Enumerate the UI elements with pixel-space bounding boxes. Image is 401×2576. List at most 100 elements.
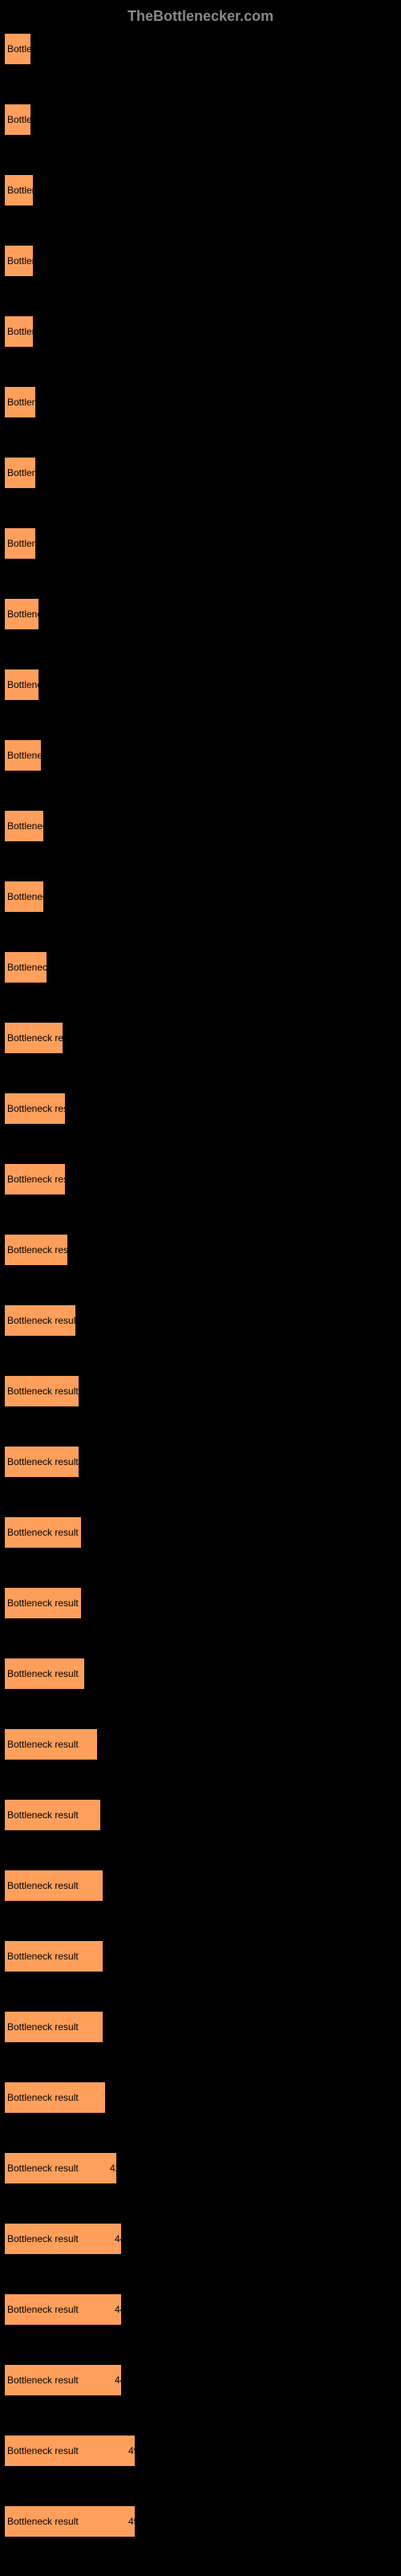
bar-row: Bottleneck result <box>4 1022 397 1054</box>
bar-label: Bottleneck result <box>5 1103 66 1114</box>
bar-label: Bottleneck result <box>5 2092 79 2103</box>
bar-row: Bottleneck result <box>4 951 397 983</box>
bar-row: Bottleneck result <box>4 386 397 418</box>
bar-label: Bottleneck result <box>5 1809 79 1821</box>
bar-label: Bottleneck result <box>5 1315 76 1326</box>
bar-label: Bottleneck result <box>5 185 34 196</box>
bar: Bottleneck result <box>4 457 36 489</box>
bar: Bottleneck result <box>4 2364 122 2396</box>
bar-row: Bottleneck result <box>4 104 397 136</box>
bar-label: Bottleneck result <box>5 326 34 337</box>
bar-row: Bottleneck result <box>4 1658 397 1690</box>
bar-label: Bottleneck result <box>5 750 42 761</box>
bar-label: Bottleneck result <box>5 538 36 549</box>
bar-row: Bottleneck result 49 <box>4 2505 397 2537</box>
bar: Bottleneck result <box>4 1093 66 1125</box>
bar-value-label: 44 <box>115 2375 125 2386</box>
bar-row: Bottleneck result <box>4 598 397 630</box>
bar-row: Bottleneck result <box>4 1093 397 1125</box>
bar-row: Bottleneck result 44 <box>4 2293 397 2326</box>
bar-label: Bottleneck result <box>5 1527 79 1538</box>
bar-row: Bottleneck result 42 <box>4 2152 397 2184</box>
bar-row: Bottleneck result <box>4 1940 397 1972</box>
bar-label: Bottleneck result <box>5 1951 79 1962</box>
bar-label: Bottleneck result <box>5 2375 79 2386</box>
bar-label: Bottleneck result <box>5 962 47 973</box>
bar-label: Bottleneck result <box>5 1880 79 1891</box>
bar-value-label: 49 <box>128 2516 139 2527</box>
bar: Bottleneck result <box>4 1446 79 1478</box>
bar-row: Bottleneck result <box>4 1446 397 1478</box>
bar-label: Bottleneck result <box>5 255 34 267</box>
bar-label: Bottleneck result <box>5 891 44 902</box>
bar-label: Bottleneck result <box>5 2233 79 2244</box>
bar-row: Bottleneck result <box>4 174 397 206</box>
bar: Bottleneck result <box>4 33 31 65</box>
bar: Bottleneck result <box>4 951 47 983</box>
bar-row: Bottleneck result <box>4 1375 397 1407</box>
bar-label: Bottleneck result <box>5 397 36 408</box>
bar-label: Bottleneck result <box>5 2304 79 2315</box>
bar-row: Bottleneck result 49 <box>4 2435 397 2467</box>
bar-row: Bottleneck result <box>4 739 397 771</box>
bar-row: Bottleneck result <box>4 315 397 348</box>
bar-row: Bottleneck result <box>4 245 397 277</box>
bar-row: Bottleneck result 44 <box>4 2364 397 2396</box>
bar: Bottleneck result <box>4 1234 68 1266</box>
bar: Bottleneck result <box>4 1587 82 1619</box>
bar: Bottleneck result <box>4 1799 101 1831</box>
bar: Bottleneck result <box>4 669 39 701</box>
bar: Bottleneck result <box>4 174 34 206</box>
bar-label: Bottleneck result <box>5 467 36 478</box>
bar-row: Bottleneck result <box>4 1799 397 1831</box>
bar-label: Bottleneck result <box>5 2516 79 2527</box>
bar: Bottleneck result <box>4 1304 76 1337</box>
bar: Bottleneck result <box>4 315 34 348</box>
bar-chart: Bottleneck resultBottleneck resultBottle… <box>0 33 401 2537</box>
bar-label: Bottleneck result <box>5 1386 79 1397</box>
bar-row: Bottleneck result <box>4 2011 397 2043</box>
bar-label: Bottleneck result <box>5 1032 63 1044</box>
bar: Bottleneck result <box>4 1516 82 1548</box>
bar: Bottleneck result <box>4 2293 122 2326</box>
bar-label: Bottleneck result <box>5 1597 79 1609</box>
bar: Bottleneck result <box>4 1658 85 1690</box>
bar-label: Bottleneck result <box>5 2445 79 2456</box>
bar-value-label: 49 <box>128 2445 139 2456</box>
bar-value-label: 42 <box>110 2163 120 2174</box>
bar: Bottleneck result <box>4 2223 122 2255</box>
bar: Bottleneck result <box>4 598 39 630</box>
bar-label: Bottleneck result <box>5 2163 79 2174</box>
bar: Bottleneck result <box>4 1870 103 1902</box>
bar-value-label: 44 <box>115 2233 125 2244</box>
bar-label: Bottleneck result <box>5 2021 79 2033</box>
bar-row: Bottleneck result <box>4 2082 397 2114</box>
bar: Bottleneck result <box>4 1163 66 1195</box>
bar-label: Bottleneck result <box>5 1739 79 1750</box>
bar-label: Bottleneck result <box>5 1174 66 1185</box>
bar-row: Bottleneck result <box>4 1728 397 1760</box>
bar: Bottleneck result <box>4 2435 136 2467</box>
bar-label: Bottleneck result <box>5 1668 79 1679</box>
bar: Bottleneck result <box>4 2082 106 2114</box>
bar: Bottleneck result <box>4 881 44 913</box>
bar-label: Bottleneck result <box>5 1456 79 1467</box>
bar-label: Bottleneck result <box>5 608 39 620</box>
bar-row: Bottleneck result <box>4 1870 397 1902</box>
bar-label: Bottleneck result <box>5 679 39 690</box>
bar: Bottleneck result <box>4 245 34 277</box>
bar-row: Bottleneck result 44 <box>4 2223 397 2255</box>
bar-value-label: 44 <box>115 2304 125 2315</box>
bar-row: Bottleneck result <box>4 1304 397 1337</box>
bar-row: Bottleneck result <box>4 1234 397 1266</box>
bar: Bottleneck result <box>4 2011 103 2043</box>
bar: Bottleneck result <box>4 1940 103 1972</box>
bar-row: Bottleneck result <box>4 1163 397 1195</box>
bar-row: Bottleneck result <box>4 1516 397 1548</box>
bar-row: Bottleneck result <box>4 527 397 560</box>
bar-row: Bottleneck result <box>4 881 397 913</box>
page-title: TheBottlenecker.com <box>0 8 401 25</box>
bar-row: Bottleneck result <box>4 457 397 489</box>
bar-row: Bottleneck result <box>4 810 397 842</box>
bar-label: Bottleneck result <box>5 1244 68 1255</box>
